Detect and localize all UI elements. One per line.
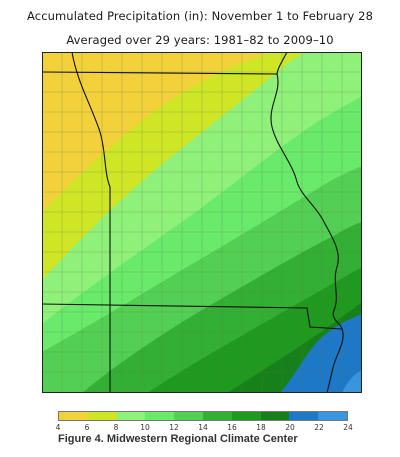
legend-swatch [289,412,319,420]
band-22-24 [342,370,362,393]
precipitation-map [42,52,362,393]
legend-swatch [116,412,146,420]
legend-swatch [145,412,175,420]
legend-swatch [231,412,261,420]
state-borders [42,52,344,393]
color-legend [58,411,348,421]
legend-tick-label: 6 [84,423,90,432]
legend-tick-label: 22 [314,423,324,432]
legend-swatch [318,412,347,420]
county-lines [42,52,362,393]
legend-tick-label: 16 [227,423,237,432]
legend-tick-label: 18 [256,423,266,432]
legend-tick-label: 12 [169,423,179,432]
legend-tick-label: 20 [285,423,295,432]
legend-tick-label: 4 [55,423,61,432]
legend-swatch [260,412,290,420]
legend-tick-label: 14 [198,423,208,432]
band-20-22 [280,314,362,393]
legend-swatch [202,412,232,420]
legend-tick-labels: 4 6 8 10 12 14 16 18 20 22 24 [0,423,400,435]
legend-tick-label: 8 [113,423,119,432]
legend-tick-label: 24 [343,423,353,432]
figure-caption: Figure 4. Midwestern Regional Climate Ce… [58,433,298,445]
legend-swatch [87,412,117,420]
legend-tick-label: 10 [140,423,150,432]
legend-swatch [59,412,88,420]
map-subtitle: Averaged over 29 years: 1981–82 to 2009–… [66,33,334,47]
legend-swatch [174,412,203,420]
map-title: Accumulated Precipitation (in): November… [27,9,373,23]
